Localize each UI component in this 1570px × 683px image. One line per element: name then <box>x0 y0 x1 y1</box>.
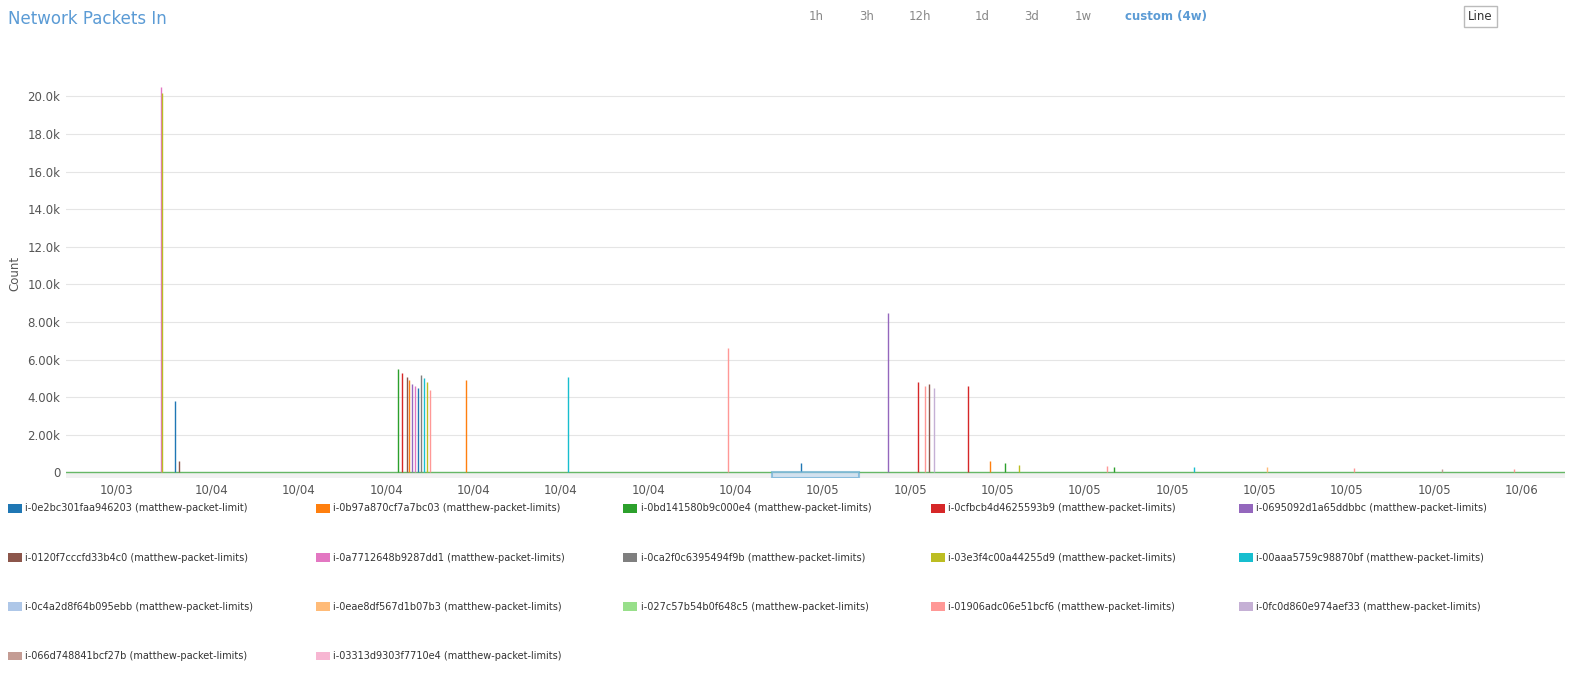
Text: Line: Line <box>1468 10 1493 23</box>
Y-axis label: Count: Count <box>9 255 22 291</box>
Text: i-0120f7cccfd33b4c0 (matthew-packet-limits): i-0120f7cccfd33b4c0 (matthew-packet-limi… <box>25 553 248 563</box>
Text: custom (4w): custom (4w) <box>1126 10 1207 23</box>
Text: i-027c57b54b0f648c5 (matthew-packet-limits): i-027c57b54b0f648c5 (matthew-packet-limi… <box>641 602 868 612</box>
Bar <box>772 473 859 478</box>
Text: i-0eae8df567d1b07b3 (matthew-packet-limits): i-0eae8df567d1b07b3 (matthew-packet-limi… <box>333 602 562 612</box>
Text: 1w: 1w <box>1075 10 1091 23</box>
Text: i-0bd141580b9c000e4 (matthew-packet-limits): i-0bd141580b9c000e4 (matthew-packet-limi… <box>641 503 871 514</box>
Text: i-0b97a870cf7a7bc03 (matthew-packet-limits): i-0b97a870cf7a7bc03 (matthew-packet-limi… <box>333 503 560 514</box>
Text: 12h: 12h <box>909 10 931 23</box>
Text: 3h: 3h <box>859 10 873 23</box>
Text: i-0c4a2d8f64b095ebb (matthew-packet-limits): i-0c4a2d8f64b095ebb (matthew-packet-limi… <box>25 602 253 612</box>
Text: 3d: 3d <box>1025 10 1039 23</box>
Text: i-01906adc06e51bcf6 (matthew-packet-limits): i-01906adc06e51bcf6 (matthew-packet-limi… <box>948 602 1176 612</box>
Text: 1d: 1d <box>973 10 989 23</box>
Text: i-0ca2f0c6395494f9b (matthew-packet-limits): i-0ca2f0c6395494f9b (matthew-packet-limi… <box>641 553 865 563</box>
Text: i-0fc0d860e974aef33 (matthew-packet-limits): i-0fc0d860e974aef33 (matthew-packet-limi… <box>1256 602 1481 612</box>
Text: i-0cfbcb4d4625593b9 (matthew-packet-limits): i-0cfbcb4d4625593b9 (matthew-packet-limi… <box>948 503 1176 514</box>
Bar <box>66 473 1565 478</box>
Text: i-066d748841bcf27b (matthew-packet-limits): i-066d748841bcf27b (matthew-packet-limit… <box>25 651 246 661</box>
Text: i-03e3f4c00a44255d9 (matthew-packet-limits): i-03e3f4c00a44255d9 (matthew-packet-limi… <box>948 553 1176 563</box>
Text: 1h: 1h <box>809 10 824 23</box>
Text: i-0695092d1a65ddbbc (matthew-packet-limits): i-0695092d1a65ddbbc (matthew-packet-limi… <box>1256 503 1487 514</box>
Text: Network Packets In: Network Packets In <box>8 10 166 28</box>
Text: i-0a7712648b9287dd1 (matthew-packet-limits): i-0a7712648b9287dd1 (matthew-packet-limi… <box>333 553 565 563</box>
Text: i-00aaa5759c98870bf (matthew-packet-limits): i-00aaa5759c98870bf (matthew-packet-limi… <box>1256 553 1484 563</box>
Text: i-0e2bc301faa946203 (matthew-packet-limit): i-0e2bc301faa946203 (matthew-packet-limi… <box>25 503 248 514</box>
Text: i-03313d9303f7710e4 (matthew-packet-limits): i-03313d9303f7710e4 (matthew-packet-limi… <box>333 651 562 661</box>
